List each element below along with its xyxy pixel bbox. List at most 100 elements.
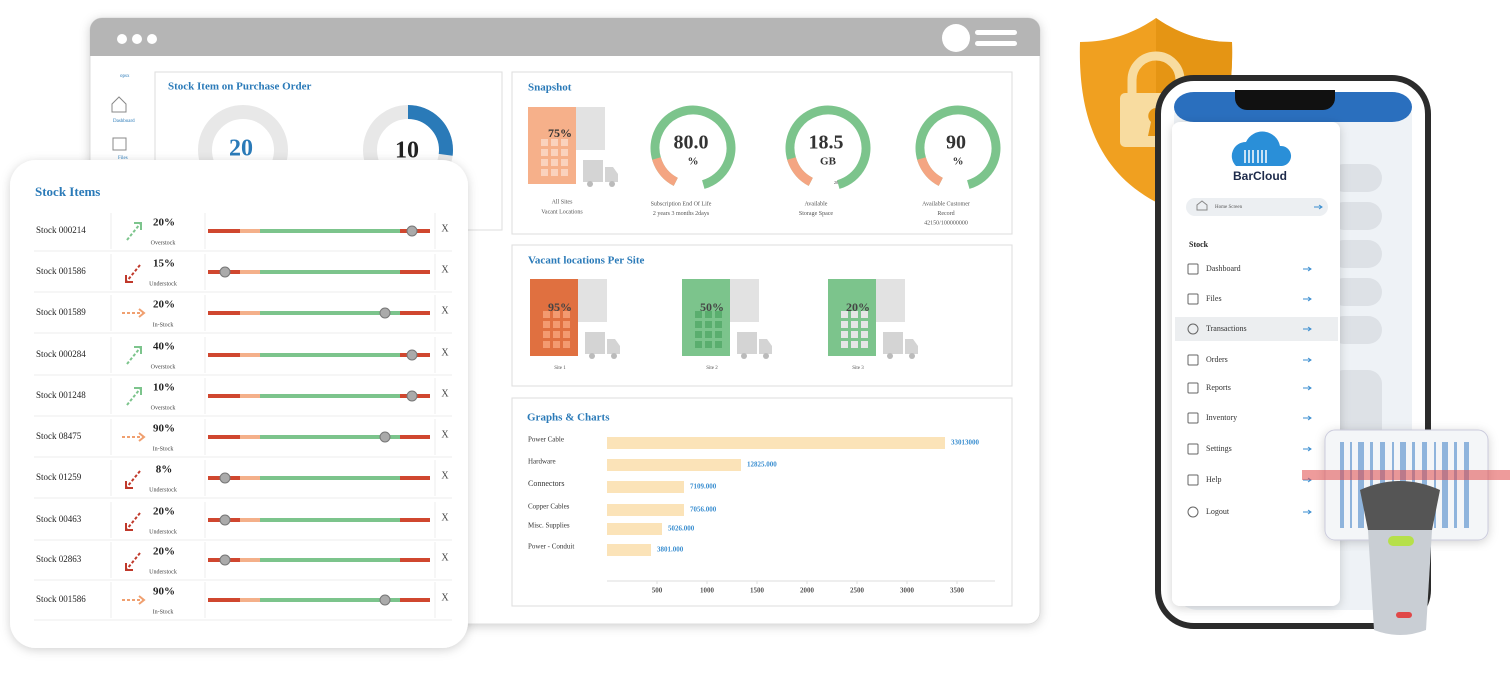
menu-item[interactable]: Files <box>1206 294 1222 303</box>
bar-annotation: 33013000 <box>951 439 980 447</box>
bar <box>607 437 945 449</box>
profile-icon[interactable] <box>942 24 970 52</box>
window <box>541 149 548 156</box>
menu-icon <box>1187 323 1199 335</box>
close-button[interactable]: X <box>441 429 449 440</box>
scanner-button[interactable] <box>1388 536 1414 546</box>
window <box>851 321 858 328</box>
site-label: Site 2 <box>706 366 718 371</box>
stock-percent: 90% <box>153 586 175 598</box>
menu-item[interactable]: Inventory <box>1206 413 1237 422</box>
wheel <box>887 353 893 359</box>
arrow-icon <box>1314 204 1323 210</box>
arrow-head <box>138 308 146 318</box>
close-button[interactable]: X <box>441 223 449 234</box>
site-value: 20% <box>846 300 870 314</box>
trend-arrow <box>126 388 141 406</box>
gauge-value: 80.0 <box>674 132 709 154</box>
stock-status: Overstock <box>151 405 176 411</box>
panel-title: Graphs & Charts <box>527 412 610 424</box>
stock-percent: 10% <box>153 382 175 394</box>
window <box>553 331 560 338</box>
stock-status: Overstock <box>151 240 176 246</box>
logo-barcode <box>1244 150 1267 163</box>
site-value: 95% <box>548 300 572 314</box>
close-button[interactable]: X <box>441 552 449 563</box>
level-handle[interactable] <box>219 472 231 484</box>
category-label: Copper Cables <box>528 503 570 511</box>
sidebar-item: Files <box>118 156 128 161</box>
window <box>563 311 570 318</box>
close-button[interactable]: X <box>441 305 449 316</box>
menu-item[interactable]: Transactions <box>1206 324 1247 333</box>
window <box>553 321 560 328</box>
arrow-icon <box>1303 357 1312 363</box>
category-label: Misc. Supplies <box>528 522 570 530</box>
window-dot <box>117 34 127 44</box>
x-tick-label: 1000 <box>700 587 715 595</box>
menu-item[interactable]: Orders <box>1206 355 1228 364</box>
close-button[interactable]: X <box>441 512 449 523</box>
window <box>861 341 868 348</box>
x-tick-label: 2500 <box>850 587 865 595</box>
menu-item[interactable]: Help <box>1206 475 1222 484</box>
stock-percent: 20% <box>153 506 175 518</box>
menu-icon <box>1187 412 1199 424</box>
window <box>541 159 548 166</box>
search-bar[interactable] <box>1186 198 1328 216</box>
panel-title: Vacant locations Per Site <box>528 255 645 267</box>
site-value: 50% <box>700 300 724 314</box>
stock-name: Stock 001589 <box>36 307 86 317</box>
menu-item[interactable]: Logout <box>1206 507 1230 516</box>
bar-annotation: 5026.000 <box>668 525 695 533</box>
close-button[interactable]: X <box>441 592 449 603</box>
window <box>695 341 702 348</box>
window <box>705 311 712 318</box>
level-handle[interactable] <box>219 514 231 526</box>
home-icon[interactable] <box>111 96 127 113</box>
stock-status: Understock <box>149 487 177 493</box>
arrow-head <box>125 275 133 283</box>
stock-name: Stock 000284 <box>36 349 86 359</box>
stock-percent: 15% <box>153 258 175 270</box>
trend-arrow <box>126 512 141 530</box>
trend-arrow <box>126 552 141 570</box>
level-handle[interactable] <box>379 307 391 319</box>
trend-arrow <box>126 223 141 241</box>
window <box>705 331 712 338</box>
window <box>695 331 702 338</box>
menu-icon <box>1187 293 1199 305</box>
trend-arrow <box>126 347 141 365</box>
snapshot-panel <box>511 71 1013 235</box>
window <box>841 331 848 338</box>
caption: All Sites <box>552 199 574 205</box>
level-handle[interactable] <box>379 431 391 443</box>
close-button[interactable]: X <box>441 388 449 399</box>
stock-list: Stock Items Stock 000214 20% Overstock X Stoc… <box>34 184 452 621</box>
level-handle[interactable] <box>406 225 418 237</box>
caption: Vacant Locations <box>541 209 583 215</box>
window <box>705 321 712 328</box>
level-handle[interactable] <box>219 266 231 278</box>
level-handle[interactable] <box>406 349 418 361</box>
level-handle[interactable] <box>406 390 418 402</box>
close-button[interactable]: X <box>441 264 449 275</box>
menu-item[interactable]: Settings <box>1206 444 1232 453</box>
files-icon[interactable] <box>112 137 127 151</box>
arrow-icon <box>1303 509 1312 515</box>
category-label: Power - Conduit <box>528 543 574 551</box>
caption: Record <box>937 211 954 217</box>
menu-item[interactable]: Reports <box>1206 383 1231 392</box>
caption: Available <box>805 201 828 207</box>
close-button[interactable]: X <box>441 470 449 481</box>
vacant-value: 75% <box>548 126 572 140</box>
level-handle[interactable] <box>219 554 231 566</box>
level-handle[interactable] <box>379 594 391 606</box>
window <box>553 311 560 318</box>
stock-percent: 20% <box>153 299 175 311</box>
close-button[interactable]: X <box>441 347 449 358</box>
category-label: Power Cable <box>528 436 564 444</box>
site-label: Site 3 <box>852 366 864 371</box>
menu-item[interactable]: Dashboard <box>1206 264 1241 273</box>
caption: Subscription End Of Life <box>651 200 712 207</box>
